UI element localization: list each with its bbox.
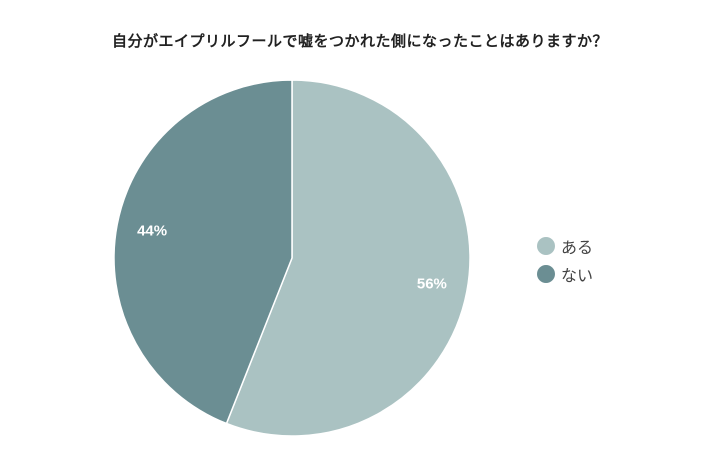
legend-item-nai[interactable]: ない [537, 260, 593, 288]
pie-label-nai: 44% [137, 222, 167, 239]
pie-label-aru: 56% [417, 276, 447, 293]
pie-slice-nai[interactable] [113, 79, 293, 425]
legend-item-aru[interactable]: ある [537, 232, 593, 260]
legend-label-nai: ない [561, 266, 594, 285]
legend-swatch-aru [537, 237, 555, 255]
legend-swatch-nai [537, 265, 555, 283]
legend-label-aru: ある [561, 238, 594, 257]
pie-slice-aru[interactable] [225, 79, 471, 437]
legend: ある ない [537, 232, 593, 288]
chart-title: 自分がエイプリルフールで嘘をつかれた側になったことはありますか？ [111, 32, 608, 50]
